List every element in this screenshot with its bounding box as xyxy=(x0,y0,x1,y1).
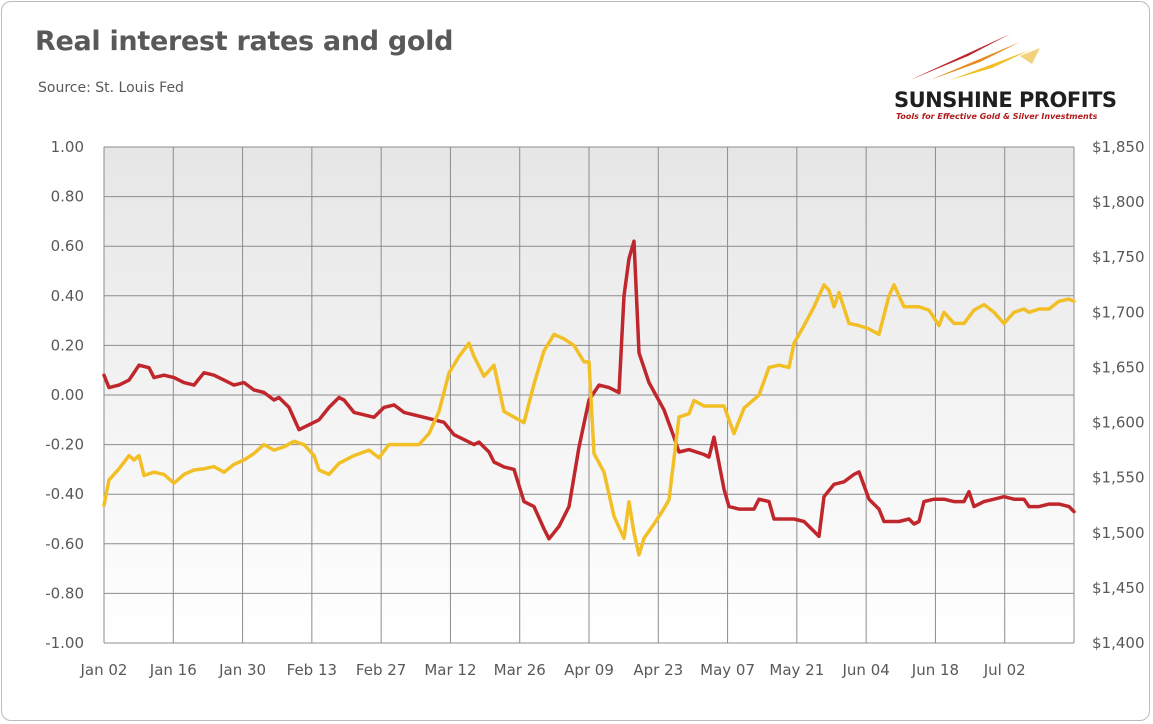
right-tick-label: $1,650 xyxy=(1092,358,1145,376)
x-tick-label: Feb 13 xyxy=(287,661,337,679)
right-tick-label: $1,450 xyxy=(1092,579,1145,597)
right-tick-label: $1,700 xyxy=(1092,303,1145,321)
x-tick-label: Apr 09 xyxy=(564,661,614,679)
x-axis: Jan 02 Jan 16 Jan 30 Feb 13 Feb 27 Mar 12 Mar … xyxy=(80,661,1026,679)
x-tick-label: Jul 02 xyxy=(983,661,1026,679)
x-tick-label: Jun 18 xyxy=(911,661,959,679)
sunshine-profits-logo: SUNSHINE PROFITS Tools for Effective Gol… xyxy=(880,28,1120,128)
right-tick-label: $1,500 xyxy=(1092,524,1145,542)
left-tick-label: 0.00 xyxy=(51,386,84,404)
gold-price-line xyxy=(102,283,1076,557)
gridlines xyxy=(103,146,1075,644)
x-tick-label: Jan 02 xyxy=(80,661,128,679)
left-tick-label: 0.80 xyxy=(51,188,84,206)
left-axis: 1.00 0.80 0.60 0.40 0.20 0.00 -0.20 -0.40 -0.60 -… xyxy=(45,138,84,652)
x-tick-label: Mar 12 xyxy=(424,661,476,679)
x-tick-label: Feb 27 xyxy=(356,661,406,679)
left-tick-label: 1.00 xyxy=(51,138,84,156)
x-tick-label: Mar 26 xyxy=(494,661,546,679)
x-tick-label: May 21 xyxy=(769,661,824,679)
right-tick-label: $1,400 xyxy=(1092,634,1145,652)
right-tick-label: $1,750 xyxy=(1092,248,1145,266)
right-tick-label: $1,800 xyxy=(1092,193,1145,211)
left-tick-label: -1.00 xyxy=(45,634,84,652)
logo-name: SUNSHINE PROFITS xyxy=(894,88,1117,112)
right-axis: $1,850 $1,800 $1,750 $1,700 $1,650 $1,600 $1,5… xyxy=(1092,138,1145,652)
x-tick-label: Jan 16 xyxy=(149,661,197,679)
logo-tagline: Tools for Effective Gold & Silver Invest… xyxy=(896,112,1098,121)
left-tick-label: 0.40 xyxy=(51,287,84,305)
left-tick-label: -0.60 xyxy=(45,535,84,553)
right-tick-label: $1,850 xyxy=(1092,138,1145,156)
left-tick-label: -0.20 xyxy=(45,436,84,454)
x-tick-label: Jan 30 xyxy=(218,661,266,679)
logo-swoosh-icon xyxy=(910,34,1040,80)
chart-title: Real interest rates and gold xyxy=(35,26,454,57)
left-tick-label: -0.80 xyxy=(45,584,84,602)
series-group xyxy=(102,239,1076,557)
left-tick-label: -0.40 xyxy=(45,485,84,503)
x-tick-label: Apr 23 xyxy=(633,661,683,679)
x-tick-label: Jun 04 xyxy=(841,661,889,679)
right-tick-label: $1,550 xyxy=(1092,469,1145,487)
x-tick-label: May 07 xyxy=(700,661,755,679)
real-rate-line xyxy=(102,239,1076,541)
left-tick-label: 0.60 xyxy=(51,237,84,255)
left-tick-label: 0.20 xyxy=(51,336,84,354)
source-note: Source: St. Louis Fed xyxy=(38,80,184,96)
right-tick-label: $1,600 xyxy=(1092,414,1145,432)
